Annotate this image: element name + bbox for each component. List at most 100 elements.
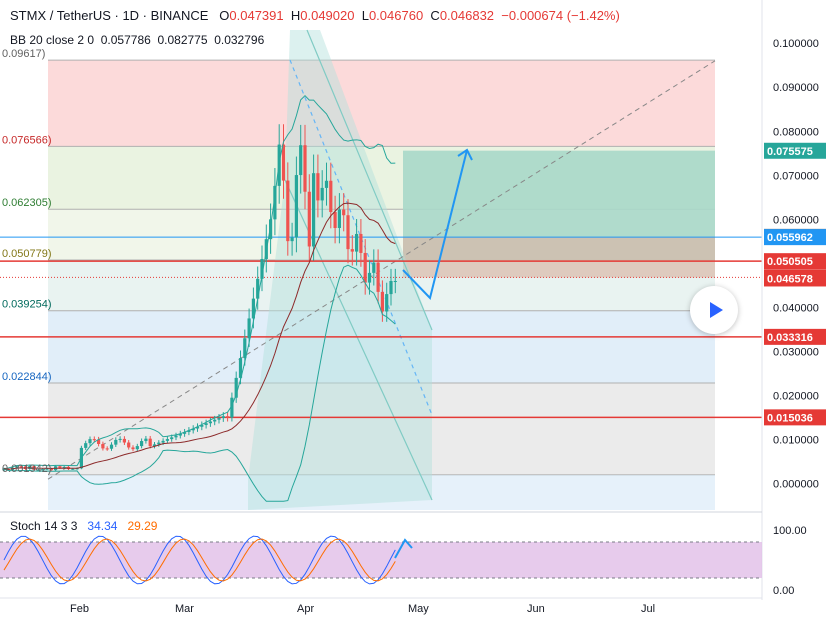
candle-body (308, 192, 311, 247)
symbol-title: STMX / TetherUS · 1D · BINANCE (10, 8, 208, 23)
high-key: H (291, 8, 300, 23)
candle-body (106, 448, 109, 449)
candle-body (338, 210, 341, 228)
candle-body (119, 439, 122, 440)
candle-body (377, 263, 380, 292)
price-label-text: 0.055962 (767, 232, 813, 244)
candle-body (321, 188, 324, 201)
y-tick-label: 0.080000 (773, 126, 819, 138)
candle-body (295, 175, 298, 237)
candle-body (217, 418, 220, 420)
play-button[interactable] (690, 286, 738, 334)
fib-level-label: 0.062305) (2, 197, 52, 209)
candle-body (84, 443, 87, 448)
open-value: 0.047391 (229, 8, 283, 23)
price-label-text: 0.075575 (767, 146, 813, 158)
candle-body (394, 281, 397, 282)
candle-body (291, 238, 294, 242)
candle-body (256, 279, 259, 299)
fib-level-label: 0.050779) (2, 248, 52, 260)
candle-body (88, 439, 91, 443)
y-tick-label: 0.040000 (773, 302, 819, 314)
candle-body (286, 181, 289, 242)
change-value: −0.000674 (−1.42%) (501, 8, 620, 23)
candle-body (381, 292, 384, 312)
candle-body (114, 440, 117, 445)
x-tick-label: May (408, 603, 429, 615)
stoch-band (0, 542, 762, 578)
candle-body (140, 441, 143, 446)
fib-level-label: 0.022844) (2, 371, 52, 383)
candle-body (131, 447, 134, 449)
candle-body (351, 249, 354, 251)
candle-body (312, 173, 315, 246)
x-tick-label: Jul (641, 603, 655, 615)
candle-body (334, 212, 337, 228)
bb-upper-value: 0.082775 (157, 33, 207, 47)
bb-label: BB 20 close 2 0 (10, 33, 94, 47)
x-tick-label: Apr (297, 603, 314, 615)
candle-body (359, 234, 362, 253)
stop-zone (403, 237, 715, 278)
candle-body (127, 443, 130, 448)
price-label-text: 0.046578 (767, 273, 813, 285)
candle-body (342, 210, 345, 216)
candle-body (389, 281, 392, 294)
candle-body (299, 145, 302, 175)
low-key: L (362, 8, 369, 23)
symbol-header: STMX / TetherUS · 1D · BINANCE O0.047391… (10, 8, 620, 23)
y-tick-label: 0.010000 (773, 435, 819, 447)
candle-body (166, 439, 169, 441)
y-tick-label: 0.000000 (773, 479, 819, 491)
candle-body (325, 181, 328, 188)
stoch-tick-label: 0.00 (773, 585, 794, 597)
price-label-text: 0.050505 (767, 256, 813, 268)
candle-body (303, 145, 306, 192)
fib-level-label: 0.001942) (2, 463, 52, 475)
y-tick-label: 0.100000 (773, 38, 819, 50)
fib-level-label: 0.076566) (2, 134, 52, 146)
y-tick-label: 0.020000 (773, 391, 819, 403)
bb-basis-value: 0.057786 (101, 33, 151, 47)
candle-body (213, 420, 216, 422)
stoch-tick-label: 100.00 (773, 525, 807, 537)
candle-body (157, 443, 160, 445)
candle-body (170, 437, 173, 439)
candle-body (355, 234, 358, 252)
x-tick-label: Feb (70, 603, 89, 615)
candle-body (372, 263, 375, 273)
fib-zone (48, 60, 715, 146)
candle-body (209, 421, 212, 423)
candle-body (144, 439, 147, 441)
candle-body (282, 145, 285, 181)
candle-body (93, 439, 96, 440)
candle-body (136, 446, 139, 449)
candle-body (149, 439, 152, 446)
candle-body (269, 219, 272, 239)
low-value: 0.046760 (369, 8, 423, 23)
bb-lower-value: 0.032796 (214, 33, 264, 47)
bb-legend[interactable]: BB 20 close 2 0 0.057786 0.082775 0.0327… (10, 33, 264, 47)
candle-body (346, 215, 349, 249)
stoch-d-value: 29.29 (127, 519, 157, 533)
candle-body (162, 441, 165, 443)
stoch-legend[interactable]: Stoch 14 3 3 34.34 29.29 (10, 519, 157, 533)
candle-body (205, 423, 208, 425)
y-tick-label: 0.060000 (773, 214, 819, 226)
candle-body (364, 253, 367, 283)
candle-body (123, 439, 126, 443)
y-tick-label: 0.070000 (773, 170, 819, 182)
stoch-label: Stoch 14 3 3 (10, 519, 77, 533)
close-value: 0.046832 (440, 8, 494, 23)
price-label-text: 0.015036 (767, 412, 813, 424)
candle-body (316, 173, 319, 200)
price-label-text: 0.033316 (767, 332, 813, 344)
candle-body (101, 444, 104, 448)
y-tick-label: 0.030000 (773, 346, 819, 358)
candle-body (110, 445, 113, 449)
fib-level-label: 0.09617) (2, 48, 45, 60)
high-value: 0.049020 (300, 8, 354, 23)
candle-body (226, 416, 229, 417)
y-tick-label: 0.090000 (773, 82, 819, 94)
candle-body (329, 181, 332, 212)
